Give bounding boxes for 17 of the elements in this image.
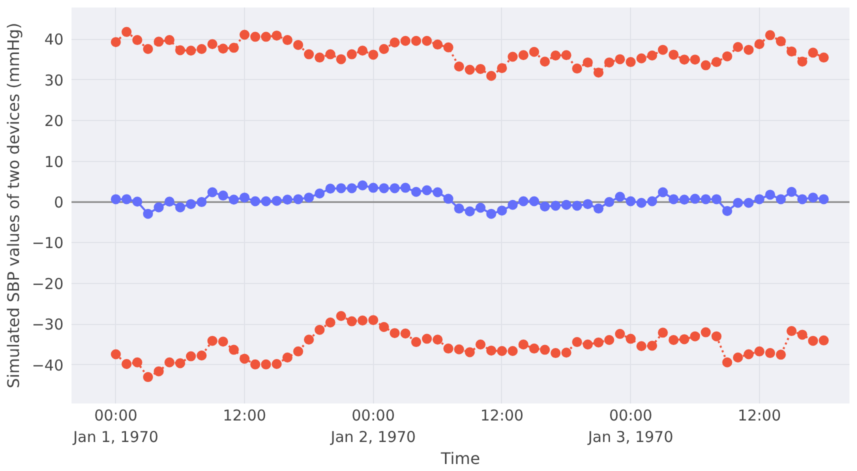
- y-tick-label: 30: [44, 71, 64, 90]
- y-tick-label: −10: [32, 234, 64, 252]
- y-tick-label: 10: [44, 152, 64, 171]
- y-tick-label: −20: [32, 274, 64, 293]
- y-tick-label: −30: [32, 316, 64, 334]
- y-axis-title: Simulated SBP values of two devices (mmHg): [4, 22, 23, 388]
- y-tick-label: 0: [54, 194, 64, 212]
- x-tick-label: 12:00: [738, 406, 782, 424]
- x-tick-label: 00:00 Jan 3, 1970: [587, 406, 674, 446]
- y-tick-label: 40: [44, 30, 64, 49]
- x-tick-label: 00:00 Jan 1, 1970: [72, 406, 158, 446]
- y-tick-label: 20: [44, 112, 64, 130]
- x-tick-label: 12:00: [480, 406, 524, 424]
- x-tick-label: 00:00 Jan 2, 1970: [330, 406, 416, 446]
- y-tick-label: −40: [32, 356, 64, 374]
- x-axis-title: Time: [440, 449, 480, 468]
- x-tick-label: 12:00: [222, 406, 266, 424]
